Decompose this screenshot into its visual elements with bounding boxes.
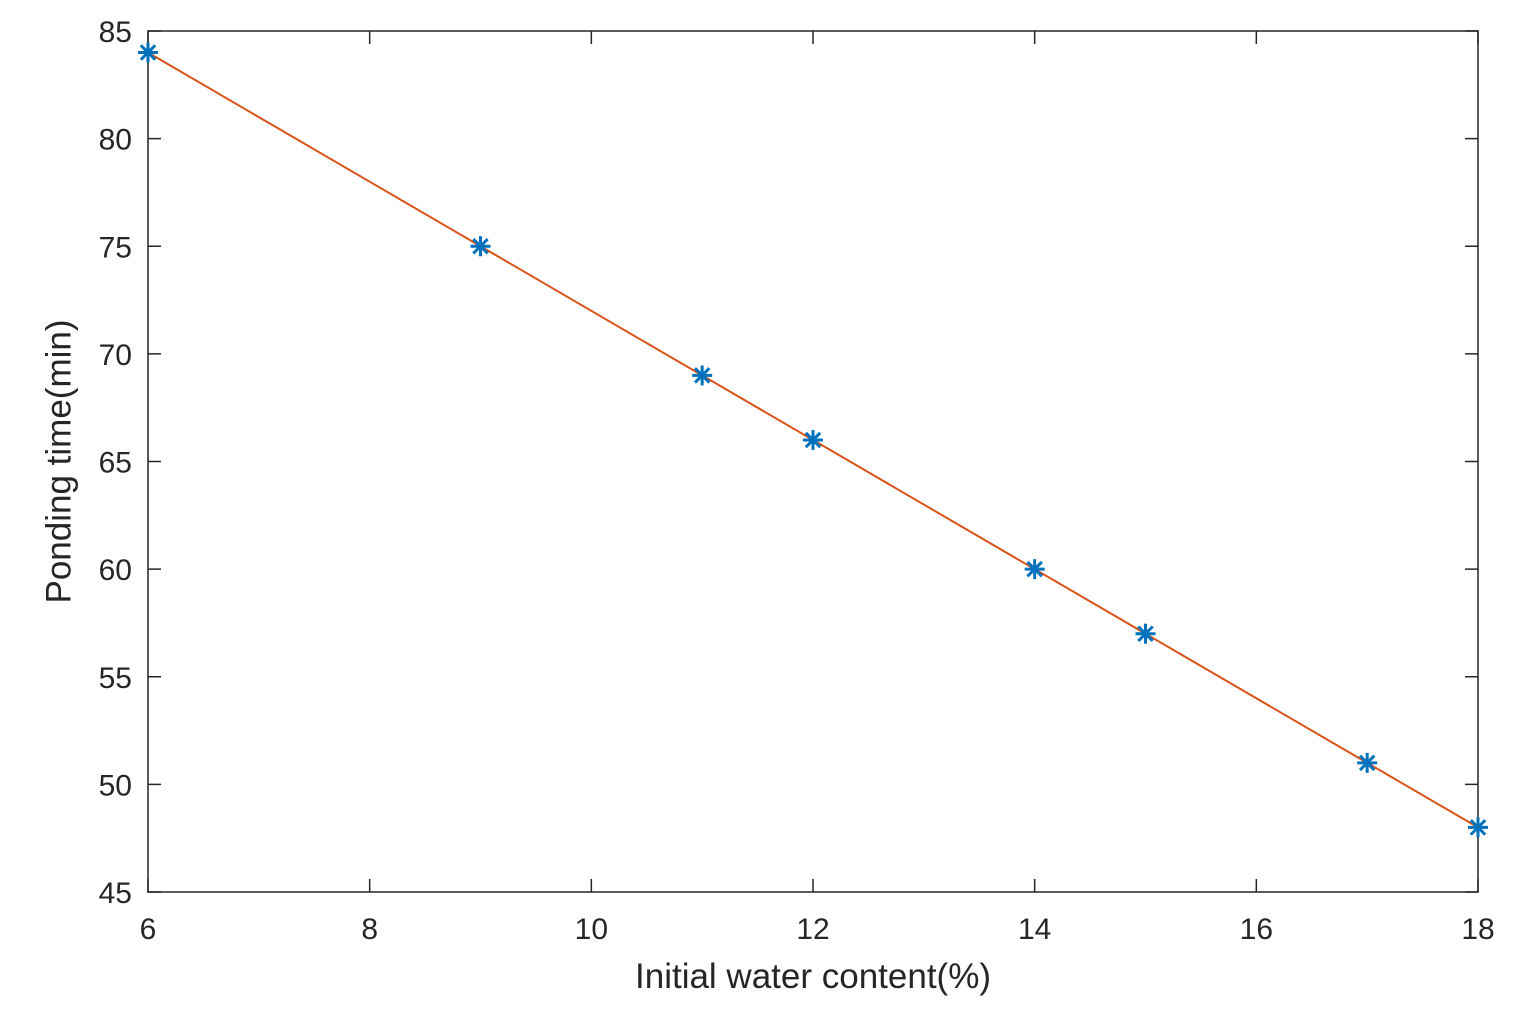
y-tick-label: 80 — [99, 124, 132, 157]
data-point-marker — [692, 365, 713, 386]
y-tick-label: 45 — [99, 877, 132, 910]
y-tick-label: 50 — [99, 769, 132, 802]
plot-frame — [147, 30, 1479, 893]
y-tick-label: 60 — [99, 554, 132, 587]
data-point-marker — [803, 429, 823, 450]
axis-ticks — [147, 30, 1479, 893]
x-tick-label: 6 — [140, 913, 157, 946]
x-axis-title: Initial water content(%) — [635, 957, 991, 996]
data-point-marker — [138, 42, 158, 63]
plot-series — [138, 42, 1488, 838]
x-tick-label: 16 — [1240, 913, 1273, 946]
data-point-marker — [470, 236, 491, 257]
data-point-marker — [1468, 817, 1488, 838]
x-tick-label: 18 — [1461, 913, 1494, 946]
y-tick-label: 65 — [99, 447, 132, 480]
x-tick-label: 8 — [361, 913, 378, 946]
data-point-marker — [1357, 752, 1378, 773]
x-tick-label: 10 — [575, 913, 608, 946]
x-tick-label: 12 — [796, 913, 829, 946]
x-tick-label: 14 — [1018, 913, 1051, 946]
y-tick-label: 70 — [99, 339, 132, 372]
tick-labels: 6 8 10 12 14 16 18 45 50 55 60 65 70 75 80 85 — [99, 16, 1495, 946]
y-tick-label: 75 — [99, 231, 132, 264]
y-tick-label: 55 — [99, 662, 132, 695]
y-axis-title: Ponding time(min) — [39, 320, 78, 604]
plot-area-frame — [147, 30, 1479, 893]
data-point-marker — [1135, 623, 1156, 644]
data-point-marker — [1024, 559, 1045, 580]
y-tick-label: 85 — [99, 16, 132, 49]
